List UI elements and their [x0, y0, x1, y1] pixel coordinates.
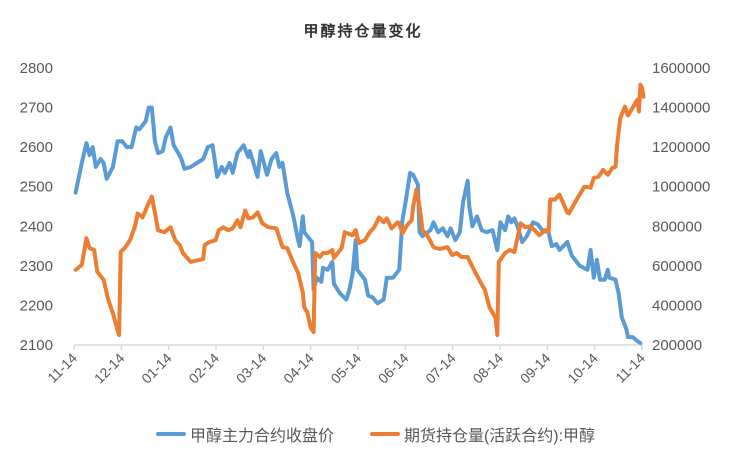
left-axis: 2100 2200 2300 2400 2500 2600 2700 2800	[20, 60, 53, 354]
x-tick-label: 11-14	[44, 350, 80, 386]
x-tick-label: 11-14	[612, 350, 648, 386]
right-tick-label: 200000	[652, 337, 702, 354]
legend-item-price: 甲醇主力合约收盘价	[155, 422, 334, 446]
right-tick-label: 400000	[652, 297, 702, 314]
x-tick-label: 01-14	[138, 350, 175, 387]
left-tick-label: 2400	[20, 218, 53, 235]
x-tick-label: 07-14	[422, 350, 459, 387]
chart-title: 甲醇持仓量变化	[303, 22, 422, 40]
x-tick-label: 04-14	[280, 350, 317, 387]
x-tick-label: 02-14	[185, 350, 222, 387]
x-tick-label: 10-14	[564, 350, 601, 387]
x-tick-label: 12-14	[91, 350, 128, 387]
legend-label: 期货持仓量(活跃合约):甲醇	[403, 428, 596, 445]
x-tick-label: 03-14	[233, 350, 270, 387]
left-tick-label: 2200	[20, 297, 53, 314]
legend-item-open-interest: 期货持仓量(活跃合约):甲醇	[369, 422, 596, 446]
right-tick-label: 1000000	[652, 179, 710, 196]
legend-label: 甲醇主力合约收盘价	[189, 428, 334, 445]
left-tick-label: 2600	[20, 139, 53, 156]
legend-swatch-orange	[369, 432, 400, 436]
left-tick-label: 2300	[20, 258, 53, 275]
x-tick-label: 05-14	[327, 350, 364, 387]
left-tick-label: 2800	[20, 60, 53, 77]
x-axis: 11-14 12-14 01-14 02-14 03-14 04-14 05-14 06-14…	[44, 344, 648, 387]
right-tick-label: 800000	[652, 218, 702, 235]
series-0	[73, 105, 643, 345]
left-tick-label: 2100	[20, 337, 53, 354]
left-tick-label: 2500	[20, 179, 53, 196]
right-tick-label: 1400000	[652, 100, 710, 117]
x-tick-label: 08-14	[469, 350, 506, 387]
x-tick-label: 09-14	[517, 350, 554, 387]
left-tick-label: 2700	[20, 100, 53, 117]
series-1	[73, 82, 646, 338]
right-axis: 200000 400000 600000 800000 1000000 1200000 14…	[652, 60, 710, 354]
right-tick-label: 600000	[652, 258, 702, 275]
series-group	[73, 82, 646, 345]
x-tick-label: 06-14	[375, 350, 412, 387]
legend-swatch-blue	[155, 432, 186, 436]
right-tick-label: 1200000	[652, 139, 710, 156]
series-line	[73, 105, 643, 345]
series-line	[73, 82, 646, 338]
right-tick-label: 1600000	[652, 60, 710, 77]
legend: 甲醇主力合约收盘价 期货持仓量(活跃合约):甲醇	[0, 422, 751, 446]
